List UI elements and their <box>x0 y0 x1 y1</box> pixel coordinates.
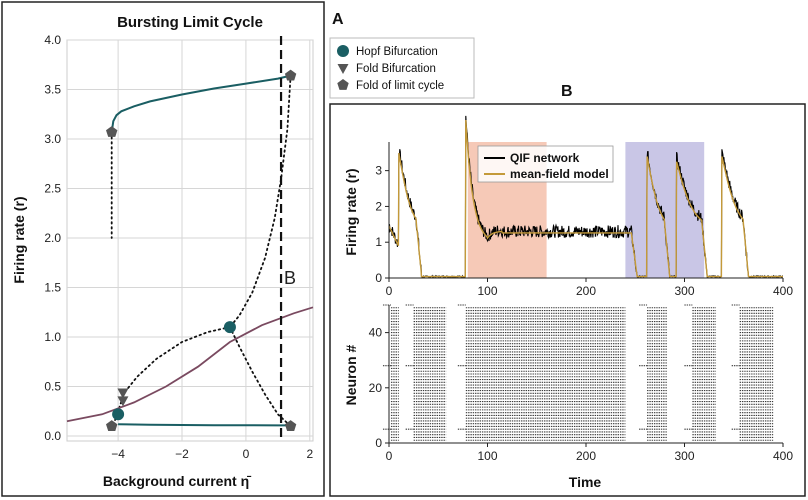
y-tick-label: 0.5 <box>44 380 61 394</box>
chart-title: Bursting Limit Cycle <box>117 14 263 31</box>
fold-marker <box>337 64 349 74</box>
panel-label-a: A <box>332 11 344 28</box>
legend-label: Hopf Bifurcation <box>356 46 438 58</box>
y-tick-label: 1.5 <box>44 281 61 295</box>
rate-lines <box>388 115 784 279</box>
bifurcation-legend-entries: Hopf Bifurcation Fold Bifurcation Fold of … <box>337 45 444 92</box>
x-tick-label: 0 <box>386 284 393 298</box>
bifurcation-markers <box>106 69 297 431</box>
x-tick-label: −4 <box>111 447 125 461</box>
fold-marker <box>117 388 129 399</box>
legend-label: mean-field model <box>510 167 609 181</box>
bifurcation-grid <box>66 39 314 442</box>
bif-xlabel: Background current η̄ <box>103 473 252 489</box>
qif-trace <box>388 115 784 279</box>
legend-label: QIF network <box>510 151 580 165</box>
x-tick-label: 400 <box>773 284 793 298</box>
limit-cycle-fold-marker <box>284 69 297 81</box>
bif-ylabel: Firing rate (r) <box>11 196 27 283</box>
y-tick-label: 3 <box>375 164 382 178</box>
hopf-marker <box>112 408 125 421</box>
y-tick-label: 4.0 <box>44 33 61 47</box>
panel-label-b: B <box>561 83 573 100</box>
x-tick-label: 2 <box>306 447 313 461</box>
y-tick-label: 2.5 <box>44 182 61 196</box>
y-tick-label: 0.0 <box>44 429 61 443</box>
x-tick-label: 200 <box>576 449 596 463</box>
b-marker-label: B <box>284 268 296 288</box>
x-tick-label: 0 <box>243 447 250 461</box>
limit-cycle-fold-marker <box>106 126 118 137</box>
fold-marker <box>117 396 129 407</box>
x-tick-label: 0 <box>386 449 393 463</box>
bifurcation-ticks: −4 −2 0 2 0.0 0.5 1.0 1.5 2.0 2.5 3.0 3.5 4.0 <box>44 33 313 461</box>
raster-xlabel: Time <box>569 474 602 490</box>
rate-ylabel: Firing rate (r) <box>343 168 359 255</box>
x-tick-label: 300 <box>674 284 694 298</box>
y-tick-label: 3.5 <box>44 83 61 97</box>
hopf-marker <box>223 321 236 334</box>
y-tick-label: 2 <box>375 199 382 213</box>
bifurcation-lines <box>66 36 314 441</box>
branch-purple <box>66 306 314 423</box>
hopf-marker <box>337 45 349 57</box>
y-tick-label: 3.0 <box>44 132 61 146</box>
x-tick-label: 100 <box>477 449 497 463</box>
y-tick-label: 20 <box>369 381 383 395</box>
branch-dotted <box>123 326 231 394</box>
limit-cycle-fold-marker <box>337 79 349 90</box>
y-tick-label: 0 <box>375 436 382 450</box>
x-tick-label: 400 <box>773 449 793 463</box>
plot-area <box>66 39 314 442</box>
raster-ylabel: Neuron # <box>343 344 359 405</box>
shaded-region <box>625 142 705 278</box>
x-tick-label: 300 <box>674 449 694 463</box>
x-tick-label: 100 <box>477 284 497 298</box>
y-tick-label: 2.0 <box>44 231 61 245</box>
limit-cycle-fold-marker <box>284 420 297 431</box>
bifurcation-legend: Hopf Bifurcation Fold Bifurcation Fold of … <box>329 37 475 99</box>
branch-stable <box>118 423 291 427</box>
x-tick-label: −2 <box>175 447 189 461</box>
branch-dotted <box>229 74 292 328</box>
rate-legend-frame <box>477 145 614 183</box>
limit-cycle-fold-marker <box>106 420 118 431</box>
raster-marks <box>382 304 774 441</box>
mean-field-trace <box>388 119 783 278</box>
y-tick-label: 0 <box>375 271 382 285</box>
legend-label: Fold Bifurcation <box>356 63 436 75</box>
y-tick-label: 1 <box>375 235 382 249</box>
x-tick-label: 200 <box>576 284 596 298</box>
legend-label: Fold of limit cycle <box>356 80 444 92</box>
panel-a-frame <box>1 1 325 497</box>
panel-b-frame <box>329 103 806 497</box>
y-tick-label: 40 <box>369 326 383 340</box>
y-tick-label: 1.0 <box>44 330 61 344</box>
bifurcation-chart: Bursting Limit Cycle −4 −2 0 2 0.0 0.5 1.0 1.5 2… <box>11 14 314 489</box>
rate-axes: 0 1 2 3 0 100 200 300 400 <box>375 142 793 298</box>
legend-frame <box>329 37 475 99</box>
rate-legend: QIF network mean-field model <box>477 145 614 183</box>
branch-stable <box>110 74 291 133</box>
rate-chart: 0 1 2 3 0 100 200 300 400 QIF network mean-field … <box>343 115 793 298</box>
